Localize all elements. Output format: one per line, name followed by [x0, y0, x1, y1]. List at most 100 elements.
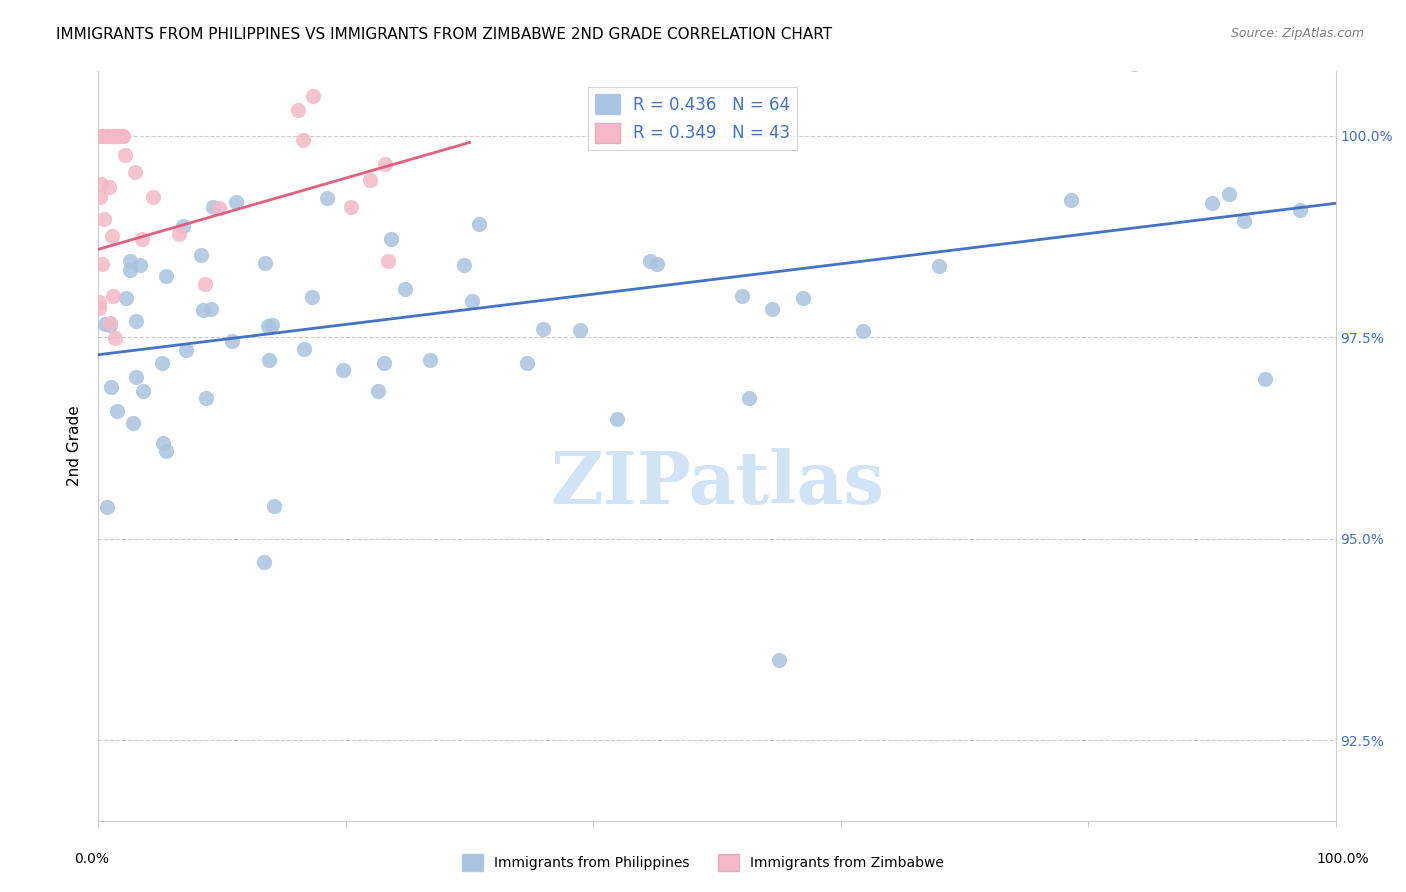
- Point: [101, 128, 124, 143]
- Point: [367, 384, 389, 398]
- Point: [142, 190, 165, 204]
- Point: [373, 356, 395, 370]
- Point: [132, 384, 155, 398]
- Point: [108, 128, 131, 143]
- Point: [792, 291, 814, 305]
- Point: [221, 334, 243, 349]
- Point: [359, 173, 381, 187]
- Point: [105, 128, 128, 143]
- Point: [1289, 202, 1312, 217]
- Point: [340, 200, 363, 214]
- Point: [115, 291, 138, 305]
- Point: [87, 294, 110, 309]
- Point: [98, 318, 121, 333]
- Point: [453, 258, 475, 272]
- Point: [104, 128, 127, 143]
- Point: [516, 356, 538, 370]
- Point: [377, 254, 399, 268]
- Point: [103, 289, 125, 303]
- Point: [111, 128, 134, 143]
- Point: [1218, 186, 1240, 201]
- Point: [1201, 196, 1223, 211]
- Point: [332, 363, 354, 377]
- Point: [118, 254, 141, 268]
- Point: [1253, 372, 1275, 386]
- Point: [100, 379, 122, 393]
- Point: [208, 201, 231, 215]
- Y-axis label: 2nd Grade: 2nd Grade: [67, 406, 83, 486]
- Point: [108, 128, 131, 143]
- Point: [225, 194, 247, 209]
- Point: [1060, 194, 1083, 208]
- Point: [122, 417, 145, 431]
- Point: [174, 343, 197, 358]
- Point: [731, 289, 754, 303]
- Point: [468, 217, 491, 231]
- Point: [1123, 57, 1146, 71]
- Point: [373, 157, 395, 171]
- Point: [107, 404, 129, 418]
- Text: 0.0%: 0.0%: [75, 852, 108, 866]
- Text: ZIPatlas: ZIPatlas: [550, 448, 884, 519]
- Point: [155, 443, 177, 458]
- Point: [202, 200, 225, 214]
- Point: [97, 128, 120, 143]
- Point: [761, 301, 783, 316]
- Point: [104, 128, 127, 143]
- Point: [292, 342, 315, 356]
- Point: [97, 128, 120, 143]
- Point: [111, 128, 134, 143]
- Point: [195, 391, 218, 405]
- Point: [96, 500, 118, 514]
- Point: [87, 301, 110, 315]
- Point: [200, 302, 222, 317]
- Point: [90, 128, 112, 143]
- Point: [316, 191, 339, 205]
- Point: [460, 293, 482, 308]
- Point: [253, 256, 276, 270]
- Point: [91, 128, 114, 143]
- Legend: Immigrants from Philippines, Immigrants from Zimbabwe: Immigrants from Philippines, Immigrants …: [457, 848, 949, 876]
- Point: [114, 148, 136, 162]
- Text: 100.0%: 100.0%: [1316, 852, 1369, 866]
- Point: [128, 258, 150, 272]
- Text: Source: ZipAtlas.com: Source: ZipAtlas.com: [1230, 27, 1364, 40]
- Point: [852, 324, 875, 338]
- Point: [301, 88, 323, 103]
- Point: [257, 319, 280, 334]
- Point: [253, 555, 276, 569]
- Point: [568, 323, 591, 337]
- Point: [104, 330, 127, 344]
- Point: [124, 165, 146, 179]
- Point: [98, 179, 121, 194]
- Point: [287, 103, 309, 117]
- Point: [89, 189, 111, 203]
- Point: [606, 411, 628, 425]
- Point: [172, 219, 194, 234]
- Point: [155, 268, 177, 283]
- Point: [768, 652, 790, 666]
- Point: [394, 282, 416, 296]
- Point: [194, 277, 217, 292]
- Point: [150, 356, 173, 370]
- Point: [193, 303, 215, 318]
- Point: [90, 178, 112, 192]
- Point: [301, 290, 323, 304]
- Point: [124, 370, 146, 384]
- Point: [737, 391, 759, 405]
- Point: [91, 257, 114, 271]
- Point: [419, 353, 441, 368]
- Text: IMMIGRANTS FROM PHILIPPINES VS IMMIGRANTS FROM ZIMBABWE 2ND GRADE CORRELATION CH: IMMIGRANTS FROM PHILIPPINES VS IMMIGRANT…: [56, 27, 832, 42]
- Point: [118, 262, 141, 277]
- Point: [91, 128, 114, 143]
- Point: [531, 322, 554, 336]
- Point: [104, 128, 127, 143]
- Legend: R = 0.436   N = 64, R = 0.349   N = 43: R = 0.436 N = 64, R = 0.349 N = 43: [588, 87, 797, 150]
- Point: [131, 232, 153, 246]
- Point: [190, 248, 212, 262]
- Point: [93, 211, 115, 226]
- Point: [100, 228, 122, 243]
- Point: [100, 128, 122, 143]
- Point: [152, 436, 174, 450]
- Point: [380, 232, 402, 246]
